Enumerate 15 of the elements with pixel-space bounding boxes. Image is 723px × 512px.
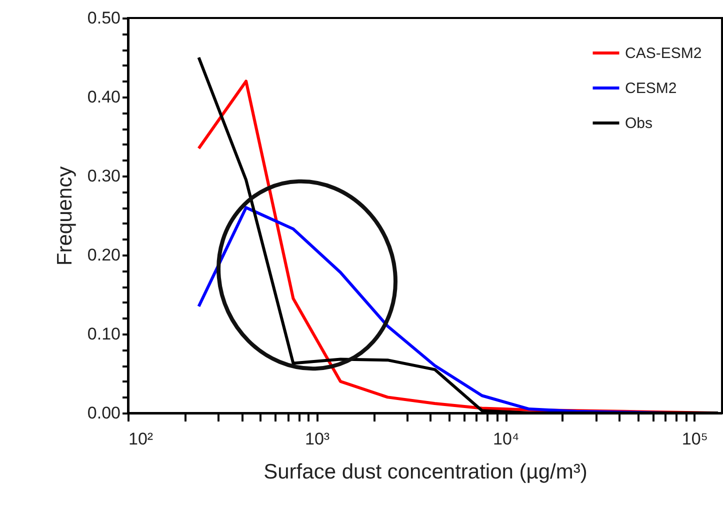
x-tick-label: 10³ bbox=[305, 430, 330, 448]
y-tick-label: 0.50 bbox=[87, 8, 120, 28]
x-tick-label: 10⁵ bbox=[682, 430, 708, 448]
y-tick-label: 0.00 bbox=[87, 404, 120, 422]
y-axis-title: Frequency bbox=[53, 166, 76, 266]
legend-label: Obs bbox=[625, 115, 653, 132]
y-tick-label: 0.10 bbox=[87, 324, 120, 344]
x-tick-label: 10⁴ bbox=[493, 430, 520, 448]
y-tick-label: 0.20 bbox=[87, 246, 120, 264]
legend-label: CAS-ESM2 bbox=[625, 45, 702, 62]
legend-label: CESM2 bbox=[625, 80, 677, 97]
y-tick-label: 0.40 bbox=[87, 88, 120, 106]
y-tick-label: 0.30 bbox=[87, 166, 120, 186]
x-axis-title: Surface dust concentration (µg/m³) bbox=[264, 460, 588, 484]
x-tick-label: 10² bbox=[128, 430, 154, 448]
